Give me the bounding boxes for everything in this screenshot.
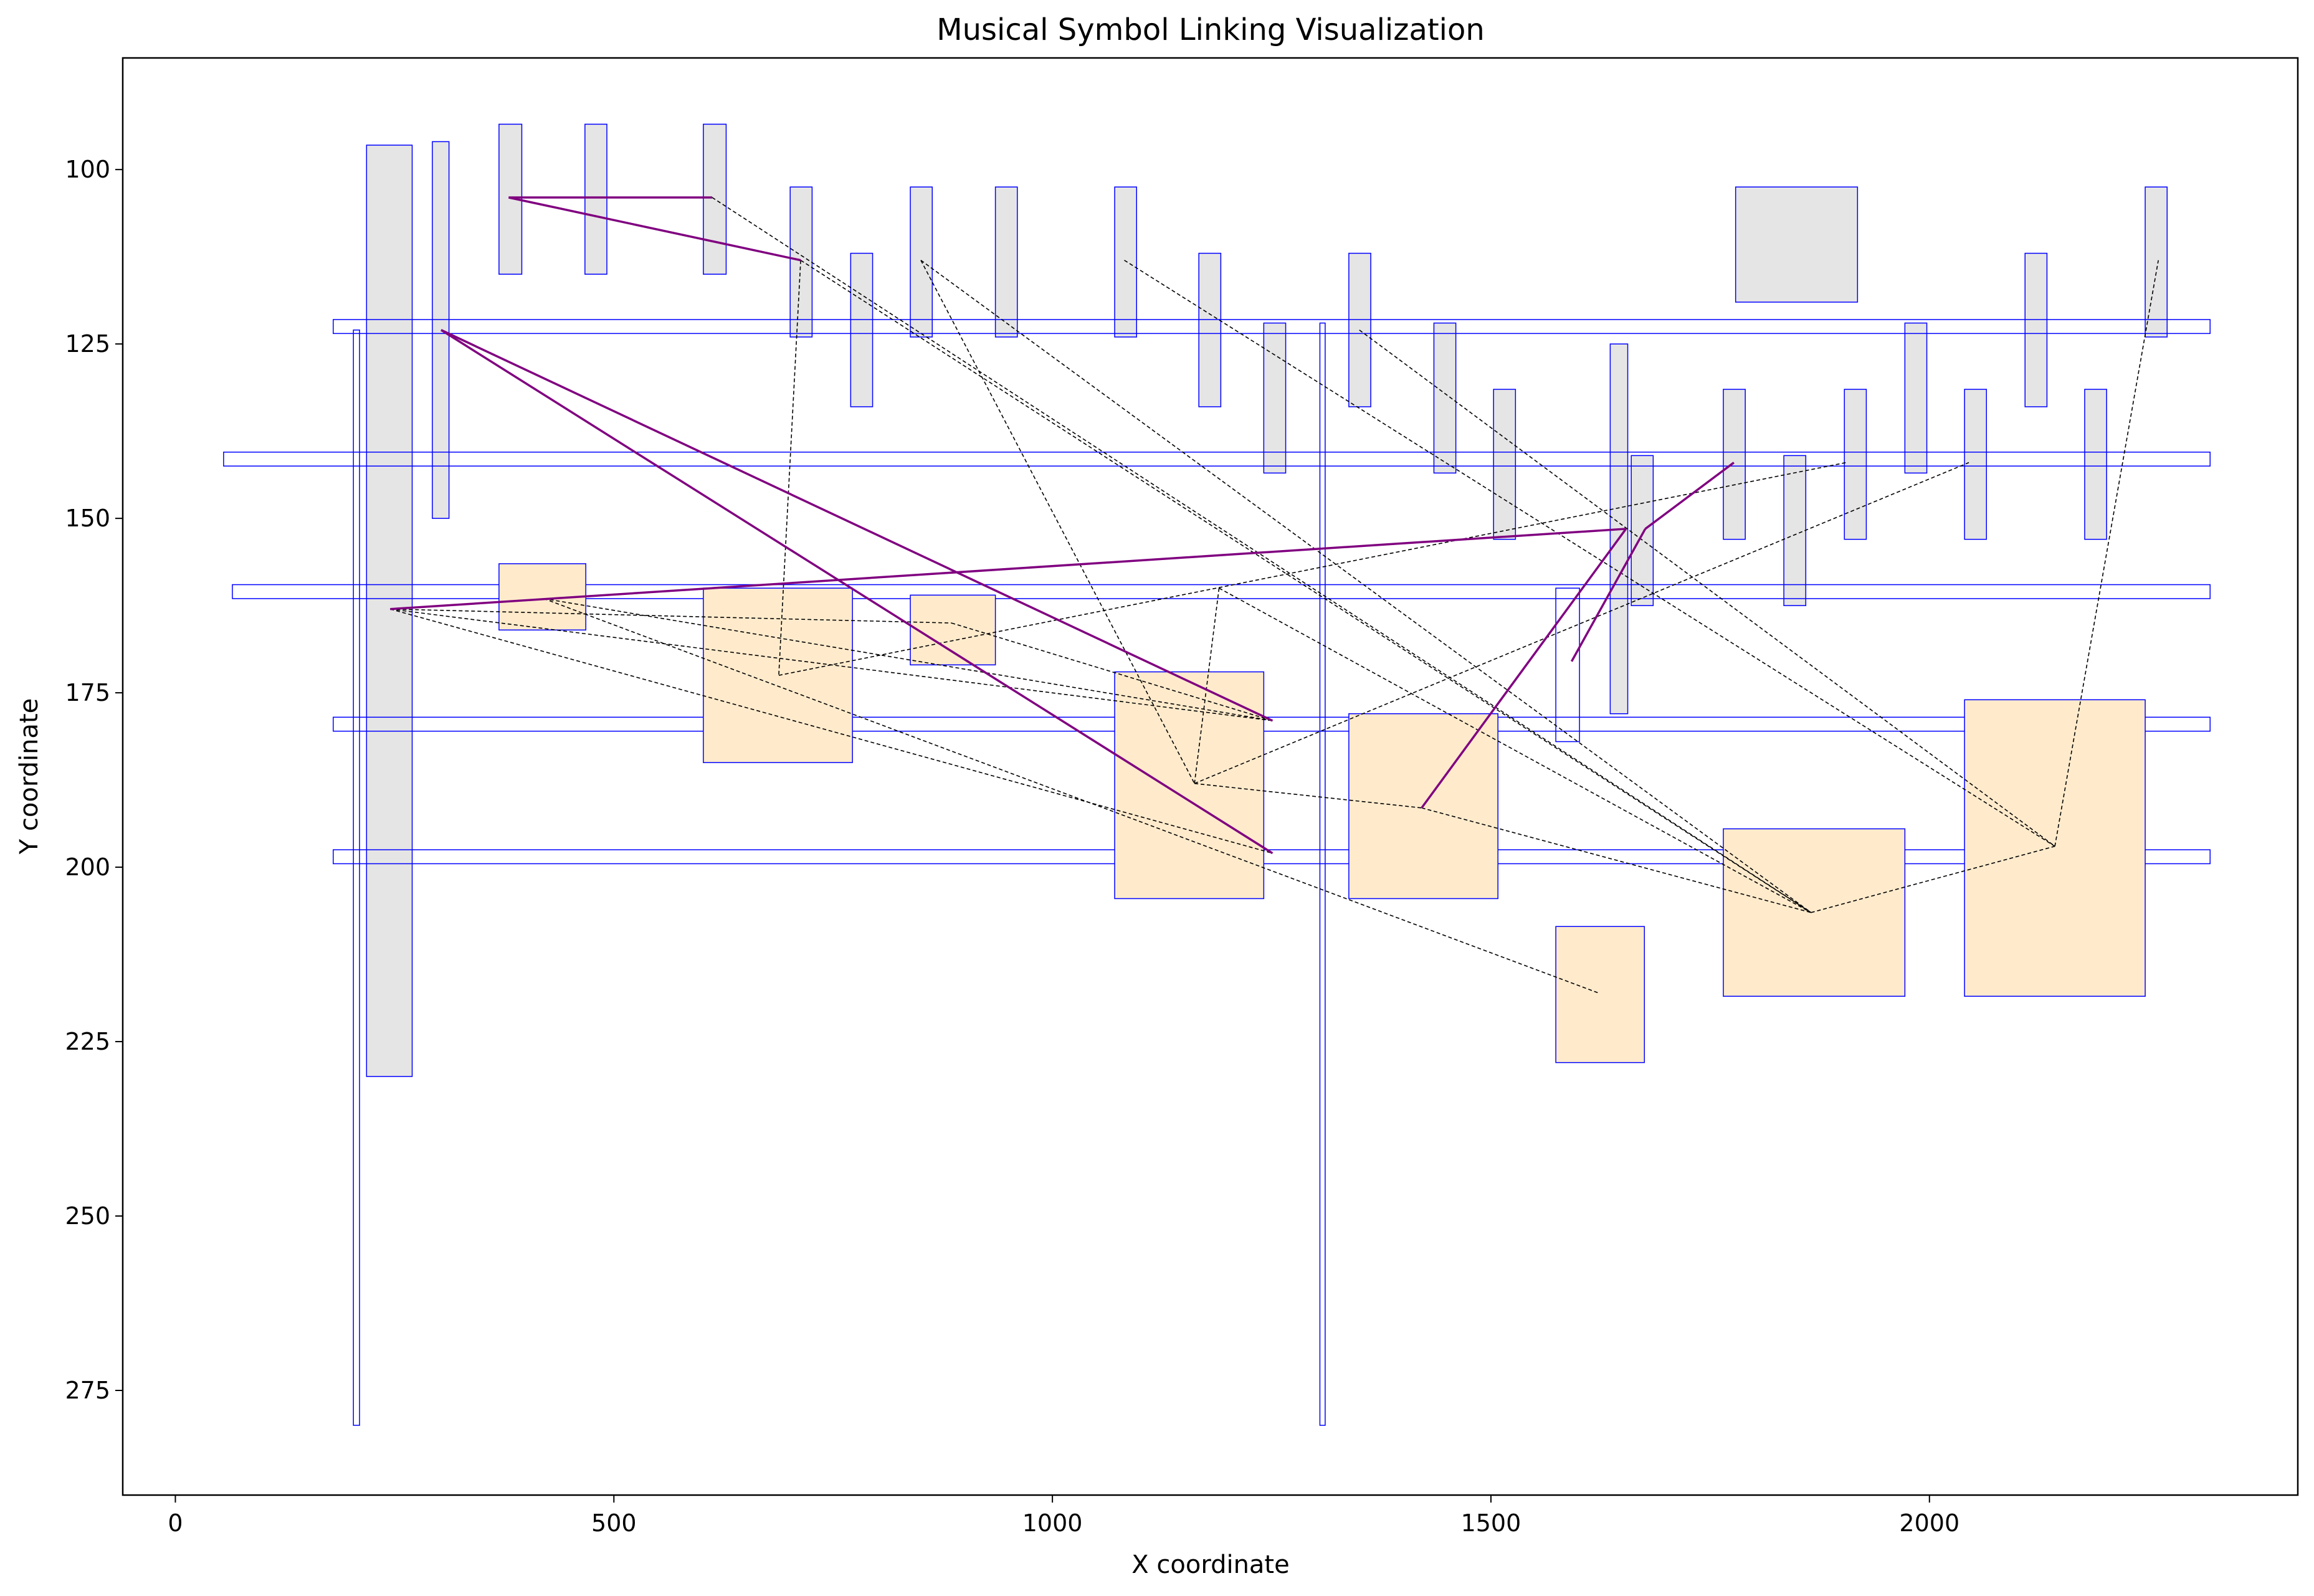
chart-title: Musical Symbol Linking Visualization: [936, 12, 1485, 47]
y-tick-label: 275: [65, 1377, 110, 1404]
link-solid: [390, 528, 1626, 610]
y-tick-label: 100: [65, 156, 110, 183]
symbol-box-gray: [1198, 252, 1222, 407]
symbol-box-gray: [584, 123, 607, 275]
x-axis-label: X coordinate: [1131, 1551, 1289, 1579]
x-tick-label: 1500: [1461, 1509, 1521, 1537]
link-dashed: [543, 598, 1598, 994]
y-tick-label: 150: [65, 505, 110, 532]
link-dashed: [390, 608, 1273, 721]
symbol-box-gray: [994, 186, 1018, 338]
x-tick-label: 2000: [1899, 1509, 1959, 1537]
link-dashed: [1194, 588, 1220, 784]
y-tick-label: 125: [65, 330, 110, 358]
symbol-box-gray: [1433, 322, 1457, 474]
y-tick-label: 175: [65, 679, 110, 706]
symbol-box-gray: [1263, 322, 1287, 474]
staff-line-box: [223, 451, 2211, 467]
symbol-box-orange: [1723, 828, 1906, 997]
symbol-box-gray: [1735, 186, 1859, 303]
symbol-box-gray: [2145, 186, 2168, 338]
symbol-box-orange: [910, 594, 996, 666]
link-solid: [1570, 528, 1647, 662]
link-solid: [1421, 528, 1627, 809]
staff-line-box: [333, 319, 2211, 335]
link-dashed: [920, 260, 1812, 913]
symbol-box-gray: [2084, 389, 2107, 540]
y-tick-label: 200: [65, 853, 110, 881]
stem-box: [353, 330, 360, 1426]
link-dashed: [1194, 462, 1969, 784]
staff-line-box: [232, 584, 2211, 599]
staff-line-box: [333, 849, 2211, 865]
symbol-box-gray: [1723, 389, 1746, 540]
link-solid: [440, 329, 1274, 855]
link-dashed: [1811, 845, 2055, 913]
plot-frame: [121, 57, 2299, 1496]
symbol-box-gray: [850, 252, 874, 407]
symbol-box-gray: [432, 141, 450, 519]
stem-box: [1319, 322, 1326, 1426]
stem-box: [1555, 587, 1580, 743]
symbol-box-gray: [1844, 389, 1867, 540]
symbol-box-gray: [1631, 455, 1654, 606]
link-dashed: [1194, 782, 1422, 809]
symbol-box-orange: [1964, 699, 2146, 997]
symbol-box-gray: [2024, 252, 2048, 407]
symbol-box-orange: [703, 587, 853, 763]
symbol-box-gray: [1114, 186, 1138, 338]
link-dashed: [1359, 330, 2055, 847]
axis-ticks: 0 500 1000 1500 2000 100 125 150 175 200 225 250 275: [65, 156, 1959, 1537]
link-dashed: [1124, 260, 2055, 847]
x-tick-label: 500: [591, 1509, 637, 1537]
y-axis-label: Y coordinate: [15, 698, 44, 855]
symbol-box-gray: [1904, 322, 1928, 474]
link-dashed: [778, 260, 801, 676]
symbol-box-gray: [1964, 389, 1988, 540]
x-tick-label: 0: [168, 1509, 183, 1537]
link-dashed: [390, 608, 1273, 854]
y-tick-label: 225: [65, 1028, 110, 1055]
plot-area: [223, 123, 2211, 1426]
symbol-box-gray: [789, 186, 813, 338]
staff-line-box: [333, 716, 2211, 732]
link-dashed: [1219, 587, 1812, 913]
symbol-box-orange: [1114, 671, 1265, 900]
symbol-box-gray: [1493, 389, 1516, 540]
link-solid: [1644, 462, 1735, 530]
symbol-box-gray: [1783, 455, 1807, 606]
y-tick-label: 250: [65, 1202, 110, 1230]
link-dashed: [800, 260, 1812, 913]
symbol-box-orange: [1555, 926, 1645, 1063]
link-dashed: [543, 598, 1273, 721]
link-dashed: [778, 462, 1847, 676]
link-dashed: [712, 197, 1812, 913]
link-solid: [508, 196, 801, 262]
link-dashed: [920, 260, 1195, 784]
link-solid: [440, 329, 1274, 722]
link-dashed: [390, 608, 952, 624]
x-tick-label: 1000: [1022, 1509, 1083, 1537]
link-dashed: [1421, 807, 1811, 913]
